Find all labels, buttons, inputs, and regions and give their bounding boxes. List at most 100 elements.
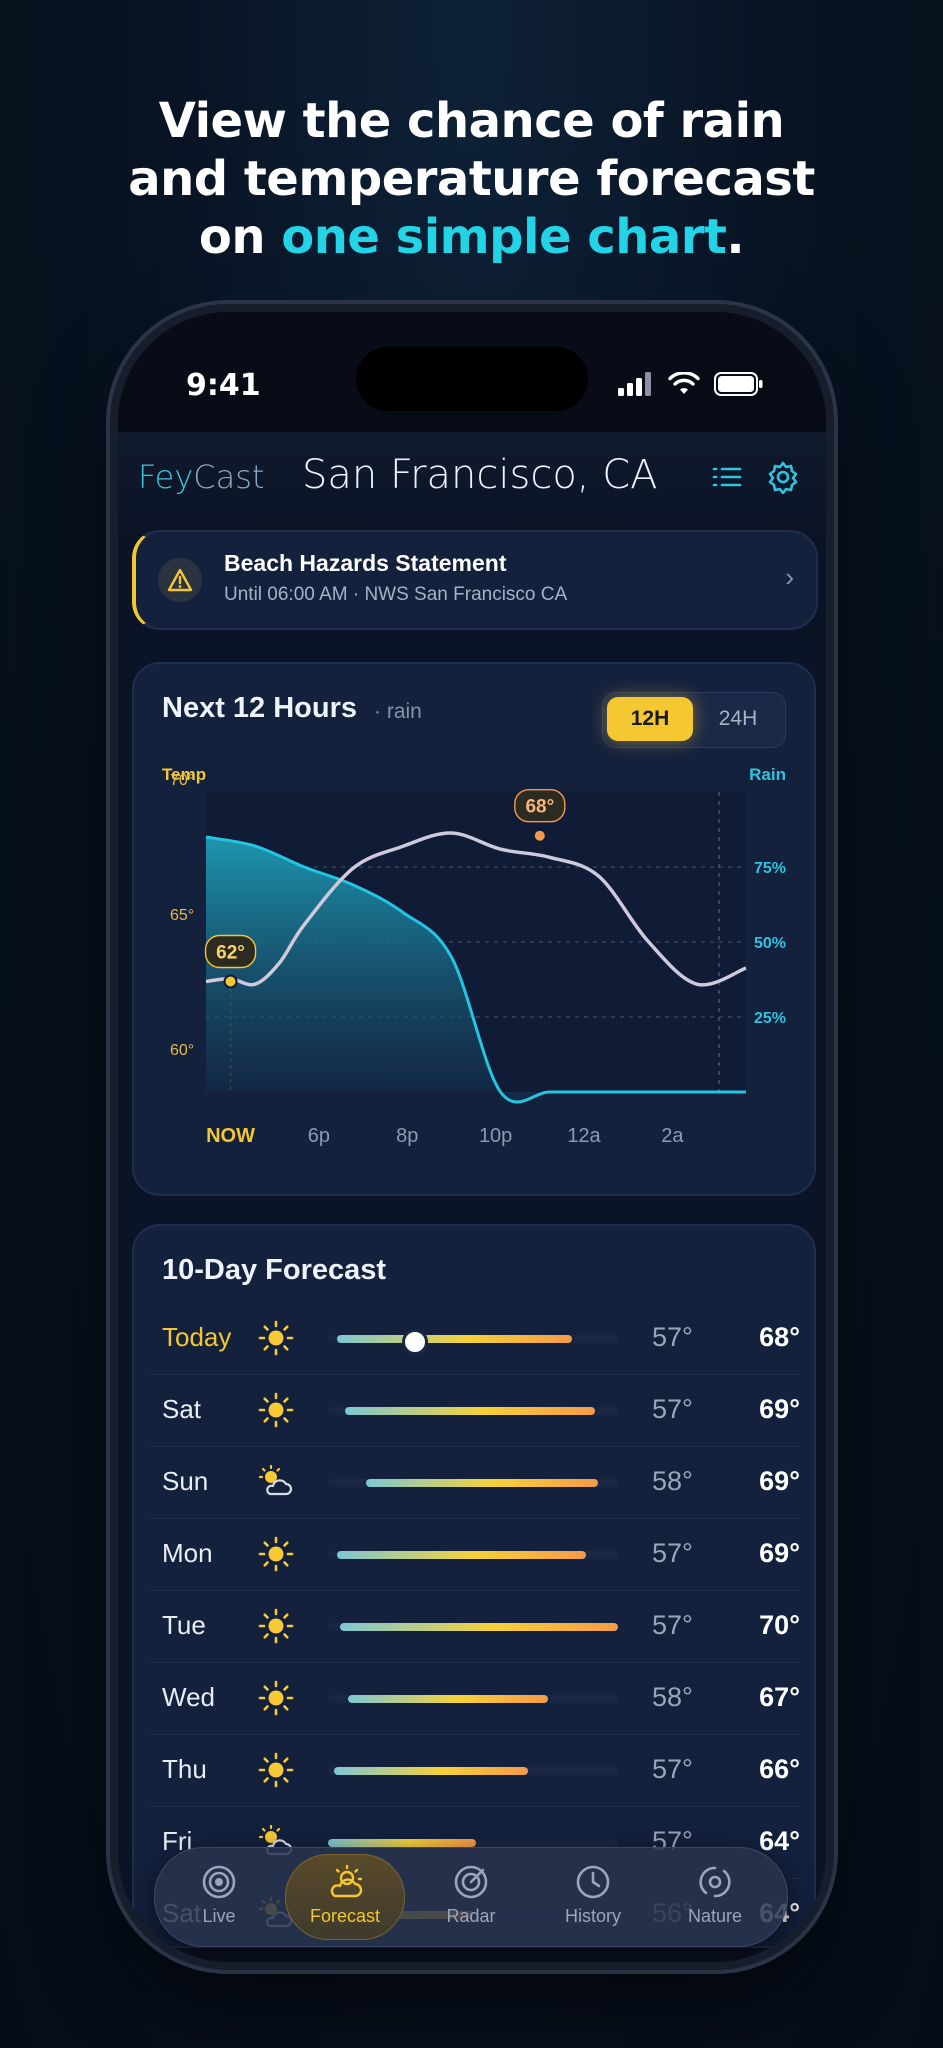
- forecast-row[interactable]: Today 57° 68°: [148, 1302, 800, 1375]
- forecast-day: Tue: [162, 1610, 206, 1640]
- current-temp-dot: [402, 1329, 429, 1355]
- forecast-day: Wed: [162, 1682, 215, 1712]
- forecast-low: 57°: [652, 1538, 693, 1568]
- headline-post: .: [726, 209, 745, 265]
- brand-logo: FeyCast: [138, 458, 264, 496]
- annotation-badge: [204, 934, 257, 969]
- temp-range-track: [328, 1623, 618, 1631]
- forecast-row[interactable]: Wed 58° 67°: [148, 1662, 800, 1735]
- forecast-day: Sat: [162, 1394, 202, 1424]
- phone-frame: 9:41 FeyCast San Francisco, CA Beach Haz…: [118, 312, 826, 1962]
- temp-line: [205, 831, 747, 987]
- hourly-chart-card: Next 12 Hours · rain 12H 24H Temp Rain 7…: [132, 662, 816, 1196]
- temp-range-track: [328, 1695, 618, 1703]
- forecast-day: Today: [162, 1322, 232, 1352]
- forecast-row[interactable]: Sun 58° 69°: [148, 1446, 800, 1519]
- forecast-title: 10-Day Forecast: [162, 1254, 387, 1286]
- temp-range-bar: [336, 1335, 572, 1343]
- headline: View the chance of rain and temperature …: [0, 92, 943, 266]
- left-tick-label: 60°: [170, 1042, 194, 1059]
- tab-label-radar: Radar: [446, 1906, 496, 1926]
- forecast-low: 58°: [652, 1682, 693, 1712]
- forecast-high: 69°: [759, 1394, 800, 1424]
- temp-range-track: [328, 1479, 618, 1487]
- toggle-12h[interactable]: 12H: [607, 697, 693, 741]
- status-bar: 9:41: [118, 312, 826, 432]
- tab-label-nature: Nature: [687, 1906, 743, 1926]
- forecast-row[interactable]: Mon 57° 69°: [148, 1518, 800, 1591]
- sun-icon: [258, 1680, 294, 1716]
- gear-icon[interactable]: [766, 460, 800, 494]
- forecast-row[interactable]: Thu 57° 66°: [148, 1734, 800, 1807]
- tab-label-forecast: Forecast: [309, 1906, 381, 1926]
- right-axis-label: Rain: [749, 765, 786, 784]
- forecast-row[interactable]: Tue 57° 70°: [148, 1590, 800, 1663]
- forecast-day: Sun: [162, 1466, 209, 1496]
- tab-history[interactable]: History: [533, 1854, 653, 1940]
- chevron-right-icon: ›: [785, 562, 794, 592]
- sun-icon: [258, 1320, 294, 1356]
- battery-icon: [714, 372, 763, 396]
- temp-rain-chart: Temp Rain 75% 50% 25% 70° 65° 60° 62° 68° NOW 6p…: [162, 765, 786, 1147]
- temp-range-bar: [333, 1767, 529, 1775]
- brand-suffix: Cast: [193, 458, 265, 496]
- forecast-day: Thu: [162, 1754, 207, 1784]
- city-title[interactable]: San Francisco, CA: [302, 452, 658, 498]
- hourly-title: Next 12 Hours: [162, 692, 358, 724]
- forecast-row[interactable]: Sat 57° 69°: [148, 1374, 800, 1447]
- right-tick-label: 50%: [754, 935, 786, 952]
- rain-line: [205, 835, 746, 1104]
- sun-icon: [258, 1608, 294, 1644]
- sun-icon: [258, 1536, 294, 1572]
- tab-live[interactable]: Live: [159, 1854, 279, 1940]
- temp-range-bar: [339, 1623, 618, 1631]
- forecast-low: 57°: [652, 1394, 693, 1424]
- partly-cloudy-icon: [258, 1464, 294, 1500]
- brand-prefix: Fey: [138, 458, 194, 496]
- target-icon: [202, 1865, 236, 1899]
- tab-radar[interactable]: Radar: [411, 1854, 531, 1940]
- weather-alert-banner[interactable]: Beach Hazards Statement Until 06:00 AM ·…: [132, 530, 818, 630]
- annotation-label: 62°: [216, 943, 245, 964]
- annotation-point: [223, 974, 238, 989]
- headline-accent: one simple chart: [281, 209, 727, 265]
- forecast-low: 57°: [652, 1610, 693, 1640]
- temp-range-bar: [336, 1551, 587, 1559]
- annotation-point: [532, 828, 547, 843]
- temp-range-track: [328, 1767, 618, 1775]
- tab-nature[interactable]: Nature: [655, 1854, 775, 1940]
- temp-range-track: [328, 1551, 618, 1559]
- x-tick-label: 8p: [396, 1125, 418, 1147]
- forecast-low: 58°: [652, 1466, 693, 1496]
- clock-icon: [576, 1865, 610, 1899]
- annotation-label: 68°: [525, 797, 554, 818]
- tab-label-history: History: [564, 1906, 621, 1926]
- toggle-24h[interactable]: 24H: [718, 707, 758, 730]
- x-tick-label: 2a: [661, 1125, 684, 1147]
- wifi-icon: [668, 372, 700, 394]
- forecast-high: 66°: [759, 1754, 800, 1784]
- annotation-badge: [514, 789, 566, 823]
- alert-title: Beach Hazards Statement: [224, 550, 507, 576]
- forecast-high: 68°: [759, 1322, 800, 1352]
- x-tick-label: 12a: [567, 1125, 601, 1147]
- list-icon[interactable]: [710, 460, 744, 494]
- forecast-high: 70°: [759, 1610, 800, 1640]
- hurricane-icon: [699, 1866, 731, 1898]
- headline-line-2: and temperature forecast: [128, 151, 815, 207]
- headline-line-1: View the chance of rain: [158, 93, 785, 149]
- warning-icon: [158, 558, 202, 602]
- headline-line-3: on one simple chart.: [0, 208, 943, 266]
- temp-range-track: [328, 1329, 618, 1355]
- tab-forecast[interactable]: Forecast: [285, 1854, 405, 1940]
- sun-icon: [258, 1752, 294, 1788]
- temp-range-bar: [365, 1479, 598, 1487]
- forecast-low: 57°: [652, 1322, 693, 1352]
- status-icons: [618, 372, 764, 396]
- range-toggle: 12H 24H: [602, 692, 786, 748]
- tab-label-live: Live: [202, 1906, 236, 1926]
- temp-range-bar: [345, 1407, 595, 1415]
- forecast-high: 69°: [759, 1538, 800, 1568]
- alert-subtitle: Until 06:00 AM · NWS San Francisco CA: [224, 584, 568, 605]
- sun-cloud-icon: [330, 1864, 363, 1898]
